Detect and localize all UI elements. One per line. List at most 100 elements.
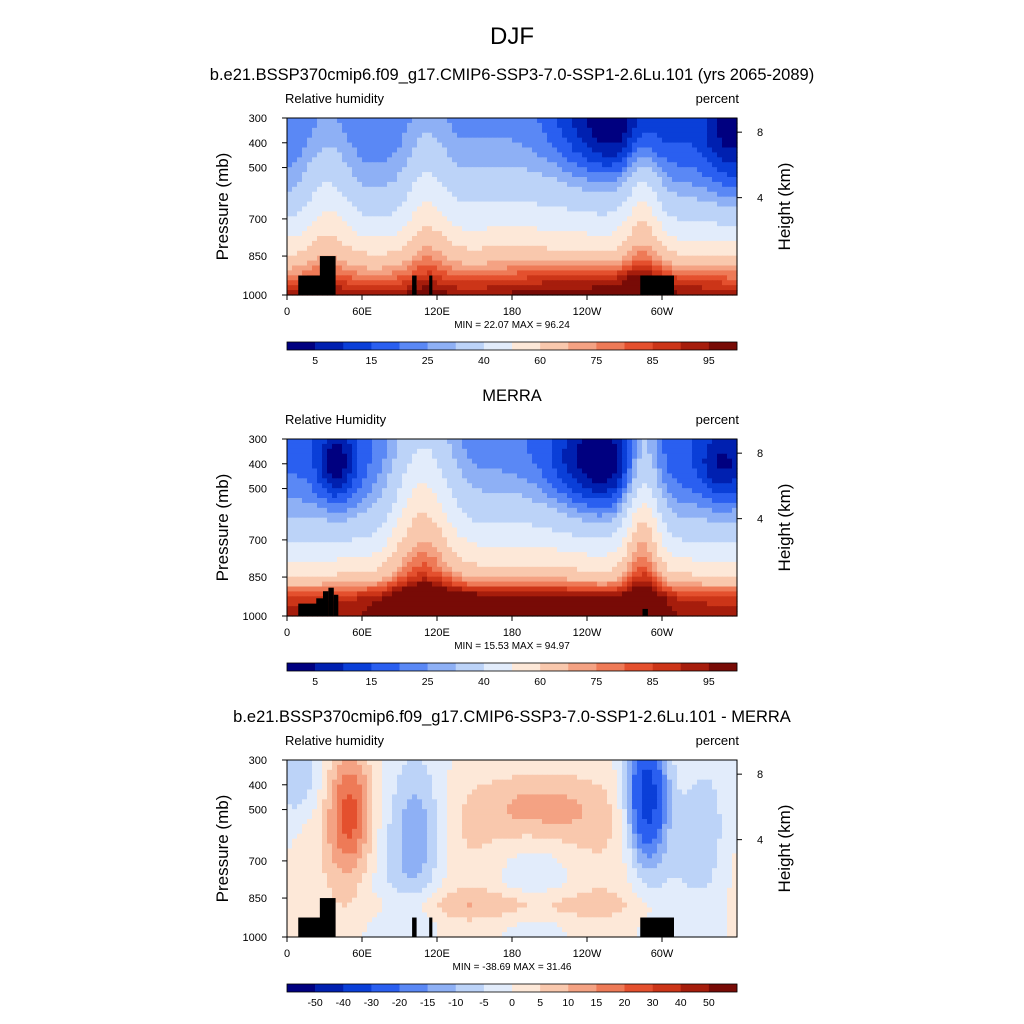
contour-cell: [677, 127, 683, 134]
contour-cell: [642, 236, 648, 242]
contour-cell: [482, 483, 488, 489]
contour-cell: [317, 443, 323, 450]
contour-cell: [412, 177, 418, 183]
contour-cell: [472, 517, 478, 524]
contour-cell: [617, 196, 623, 203]
contour-cell: [627, 250, 633, 257]
contour-cell: [677, 177, 683, 183]
contour-cell: [372, 512, 378, 519]
contour-cell: [537, 177, 543, 183]
contour-cell: [422, 231, 428, 237]
contour-cell: [602, 488, 608, 494]
contour-cell: [362, 137, 368, 144]
contour-cell: [557, 226, 563, 232]
contour-cell: [412, 255, 418, 262]
contour-cell: [517, 157, 523, 163]
contour-cell: [562, 498, 568, 504]
contour-cell: [682, 186, 688, 193]
contour-cell: [647, 191, 653, 198]
contour-cell: [517, 517, 523, 524]
contour-cell: [592, 478, 598, 484]
contour-cell: [677, 448, 683, 455]
contour-cell: [622, 265, 628, 272]
contour-cell: [397, 439, 403, 445]
contour-cell: [527, 458, 533, 465]
contour-cell: [377, 216, 383, 222]
contour-cell: [357, 236, 363, 242]
contour-cell: [412, 201, 418, 208]
contour-cell: [687, 196, 693, 203]
contour-cell: [642, 448, 648, 455]
contour-cell: [642, 221, 648, 227]
contour-cell: [687, 245, 693, 252]
contour-cell: [427, 201, 433, 208]
contour-cell: [542, 167, 548, 173]
contour-cell: [632, 181, 638, 188]
contour-cell: [497, 512, 503, 519]
contour-cell: [497, 453, 503, 460]
contour-cell: [572, 196, 578, 203]
contour-cell: [387, 226, 393, 232]
contour-cell: [477, 483, 483, 489]
contour-cell: [652, 201, 658, 208]
contour-cell: [712, 172, 718, 178]
contour-cell: [697, 240, 703, 247]
contour-cell: [732, 265, 738, 272]
contour-cell: [462, 483, 468, 489]
contour-cell: [462, 118, 468, 124]
contour-cell: [452, 527, 458, 534]
contour-cell: [712, 507, 718, 514]
contour-cell: [507, 152, 513, 158]
contour-cell: [297, 473, 303, 479]
contour-cell: [482, 206, 488, 213]
contour-cell: [392, 250, 398, 257]
contour-cell: [487, 216, 493, 222]
contour-cell: [457, 127, 463, 134]
contour-cell: [697, 439, 703, 445]
contour-cell: [387, 463, 393, 470]
contour-cell: [462, 502, 468, 509]
contour-cell: [427, 502, 433, 509]
contour-cell: [542, 162, 548, 168]
contour-cell: [727, 118, 733, 124]
contour-cell: [337, 236, 343, 242]
contour-cell: [567, 181, 573, 188]
contour-cell: [617, 127, 623, 134]
contour-cell: [447, 255, 453, 262]
contour-cell: [572, 439, 578, 445]
contour-cell: [732, 167, 738, 173]
contour-cell: [297, 181, 303, 188]
contour-cell: [402, 439, 408, 445]
contour-cell: [532, 502, 538, 509]
contour-cell: [297, 265, 303, 272]
contour-cell: [712, 127, 718, 134]
contour-cell: [517, 221, 523, 227]
contour-cell: [567, 443, 573, 450]
contour-cell: [632, 260, 638, 267]
contour-cell: [667, 255, 673, 262]
contour-cell: [347, 118, 353, 124]
contour-cell: [412, 522, 418, 529]
contour-cell: [652, 493, 658, 499]
contour-cell: [417, 468, 423, 475]
contour-cell: [577, 211, 583, 217]
contour-cell: [407, 502, 413, 509]
contour-cell: [692, 226, 698, 232]
contour-cell: [717, 127, 723, 134]
contour-cell: [557, 201, 563, 208]
contour-cell: [422, 527, 428, 534]
contour-cell: [377, 240, 383, 247]
contour-cell: [677, 231, 683, 237]
contour-cell: [502, 512, 508, 519]
contour-cell: [302, 118, 308, 124]
contour-cell: [567, 118, 573, 124]
contour-cell: [422, 473, 428, 479]
contour-cell: [557, 290, 563, 296]
contour-cell: [392, 206, 398, 213]
contour-cell: [412, 512, 418, 519]
contour-cell: [627, 201, 633, 208]
contour-cell: [662, 226, 668, 232]
contour-cell: [712, 439, 718, 445]
contour-cell: [722, 211, 728, 217]
